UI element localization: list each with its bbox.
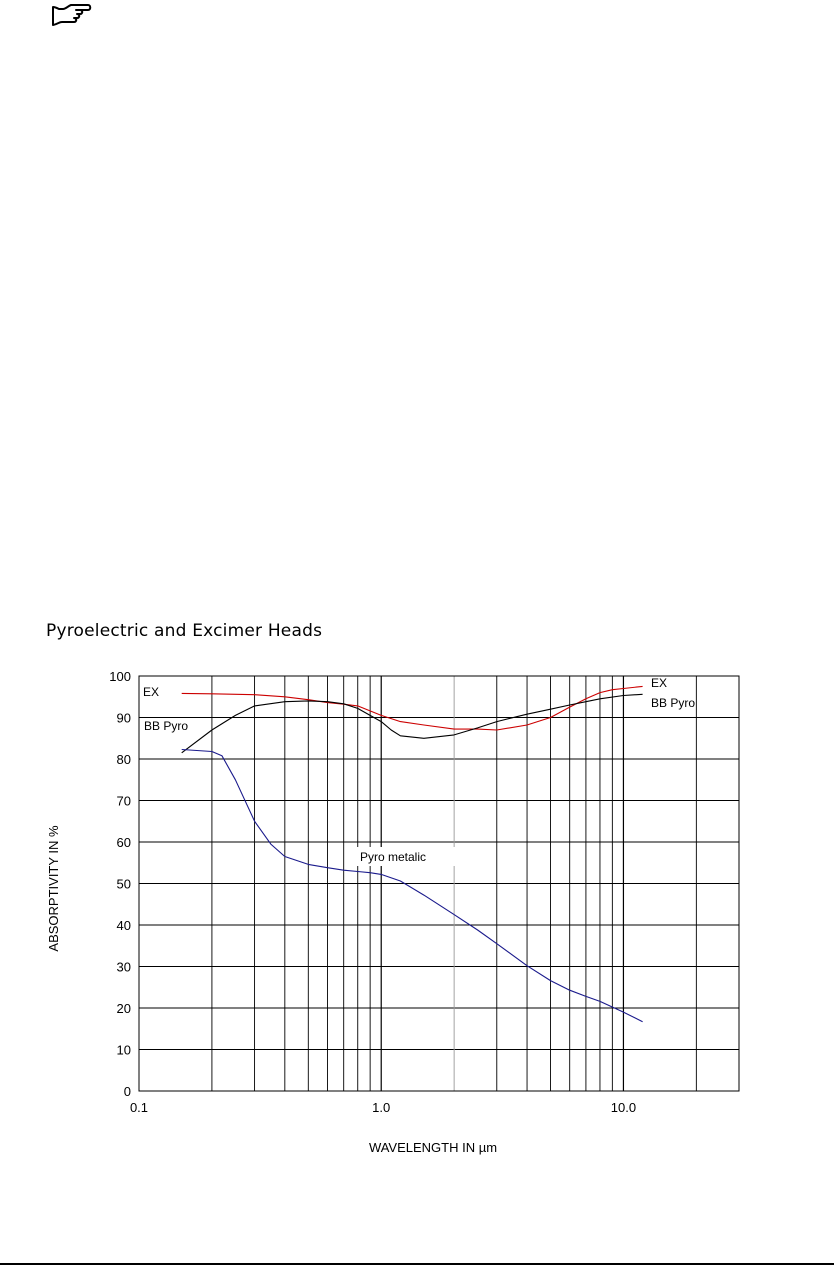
y-tick-label: 0: [124, 1084, 131, 1099]
series-label-pyro-metalic: Pyro metalic: [360, 850, 426, 864]
chart-series: [181, 685, 643, 1023]
annotation-bg: [357, 847, 459, 866]
y-tick-label: 90: [117, 711, 131, 726]
series-line-bb-pyro: [181, 693, 643, 754]
chart-grid: [139, 675, 739, 1092]
series-label-bb-pyro: BB Pyro: [651, 696, 695, 710]
pointing-hand-icon: [52, 4, 92, 26]
x-tick-label: 10.0: [611, 1100, 636, 1115]
y-tick-label: 70: [117, 794, 131, 809]
chart-labels: 0 10 20 30 40 50 60 70 80 90 100 0.1 1.0 10.0 WAVELENG…: [46, 669, 695, 1155]
x-tick-label: 0.1: [130, 1100, 148, 1115]
y-tick-label: 20: [117, 1001, 131, 1016]
x-tick-label: 1.0: [372, 1100, 390, 1115]
y-tick-label: 10: [117, 1043, 131, 1058]
y-tick-label: 80: [117, 752, 131, 767]
series-label-bb-pyro: BB Pyro: [144, 719, 188, 733]
series-label-ex: EX: [143, 685, 159, 699]
y-tick-label: 50: [117, 877, 131, 892]
plot-frame: [138, 675, 740, 1092]
series-label-ex: EX: [651, 676, 667, 690]
y-tick-label: 40: [117, 918, 131, 933]
y-tick-label: 100: [109, 669, 131, 684]
page-bottom-rule: [0, 1263, 834, 1265]
y-tick-label: 30: [117, 960, 131, 975]
y-axis-label: ABSORPTIVITY IN %: [46, 825, 61, 952]
series-line-ex: [181, 685, 643, 731]
series-line-pyro-metalic: [181, 748, 643, 1023]
section-title: Pyroelectric and Excimer Heads: [46, 621, 323, 641]
x-axis-label: WAVELENGTH IN µm: [369, 1140, 497, 1155]
y-tick-label: 60: [117, 835, 131, 850]
